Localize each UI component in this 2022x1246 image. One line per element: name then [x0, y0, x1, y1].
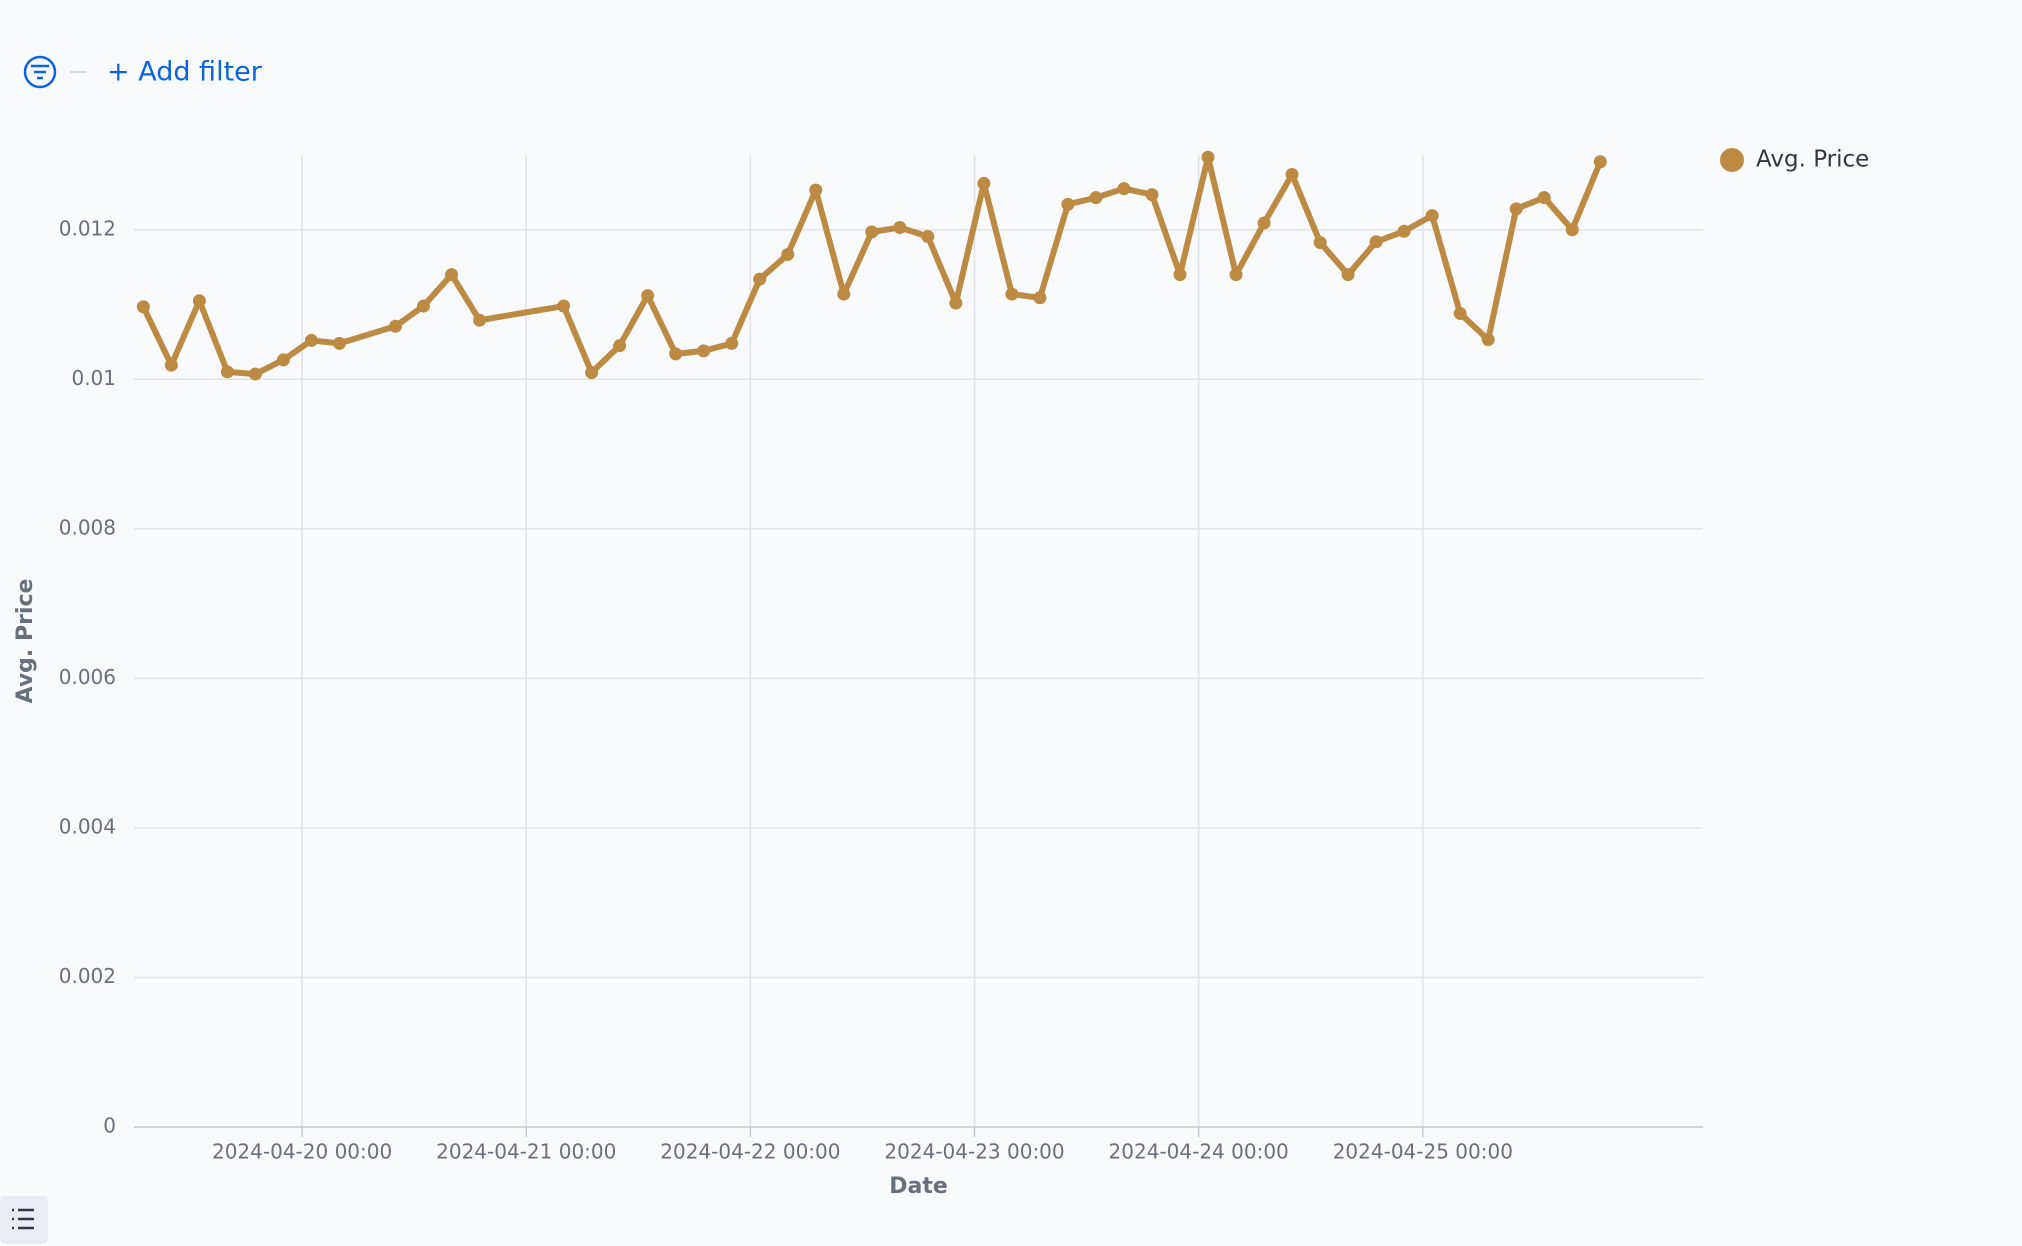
data-point: [192, 294, 206, 308]
data-point: [1369, 235, 1383, 249]
y-tick-label: 0.008: [59, 515, 116, 539]
y-tick-label: 0: [103, 1114, 116, 1138]
data-point: [781, 247, 795, 261]
filter-icon[interactable]: [23, 55, 57, 89]
data-point: [669, 347, 683, 361]
data-point: [725, 336, 739, 350]
data-point: [557, 299, 571, 313]
data-point: [304, 333, 318, 347]
data-point: [220, 365, 234, 379]
data-point: [1593, 155, 1607, 169]
add-filter[interactable]: + Add filter: [107, 57, 263, 88]
y-tick-label: 0.01: [71, 366, 116, 390]
data-point: [697, 344, 711, 358]
legend-label: Avg. Price: [1756, 147, 1869, 173]
y-tick-label: 0.006: [59, 665, 116, 689]
data-point: [585, 366, 599, 380]
data-point: [753, 272, 767, 286]
data-point: [1537, 191, 1551, 205]
data-point: [445, 268, 459, 282]
legend-toggle[interactable]: [0, 1196, 48, 1244]
data-point: [1397, 224, 1411, 238]
y-axis-title: Avg. Price: [13, 579, 38, 704]
data-point: [1033, 291, 1047, 305]
data-point: [1453, 307, 1467, 321]
chart: 0 0.002 0.004 0.006 0.008 0.01 0.012 2024-04-20…: [13, 147, 1869, 1200]
data-point: [921, 229, 935, 243]
data-point: [1117, 182, 1131, 196]
data-point: [837, 287, 851, 301]
data-point: [1285, 167, 1299, 181]
data-point: [865, 225, 879, 239]
series-line: [140, 154, 1604, 378]
data-point: [332, 336, 346, 350]
data-point: [641, 289, 655, 303]
data-point: [417, 299, 431, 313]
y-tick-label: 0.002: [59, 964, 116, 988]
data-point: [1061, 197, 1075, 211]
data-point: [473, 313, 487, 327]
data-point: [1509, 202, 1523, 216]
data-point: [977, 176, 991, 190]
data-point: [1089, 191, 1103, 205]
x-tick-label: 2024-04-24 00:00: [1109, 1140, 1289, 1164]
data-point: [1201, 150, 1215, 164]
data-point: [1425, 209, 1439, 223]
x-tick-label: 2024-04-25 00:00: [1333, 1140, 1513, 1164]
data-point: [949, 296, 963, 310]
x-tick-label: 2024-04-22 00:00: [660, 1140, 840, 1164]
data-point: [893, 221, 907, 235]
data-point: [1341, 268, 1355, 282]
legend-marker: [1720, 148, 1744, 172]
x-tick-label: 2024-04-21 00:00: [436, 1140, 616, 1164]
y-tick-label: 0.012: [59, 216, 116, 240]
data-point: [1229, 268, 1243, 282]
data-point: [1257, 216, 1271, 230]
data-point: [389, 319, 402, 333]
data-point: [136, 300, 150, 314]
data-point: [1173, 268, 1187, 282]
data-point: [613, 339, 627, 353]
x-axis-title: Date: [889, 1174, 948, 1199]
data-point: [1481, 333, 1495, 347]
x-tick-label: 2024-04-20 00:00: [212, 1140, 392, 1164]
data-point: [809, 183, 823, 197]
data-point: [1005, 287, 1019, 301]
data-point: [248, 367, 262, 381]
data-point: [164, 358, 178, 372]
x-tick-label: 2024-04-23 00:00: [884, 1140, 1064, 1164]
data-point: [276, 353, 290, 367]
data-point: [1565, 223, 1579, 237]
data-point: [1313, 235, 1327, 249]
data-point: [1145, 188, 1159, 202]
y-tick-label: 0.004: [59, 814, 116, 838]
